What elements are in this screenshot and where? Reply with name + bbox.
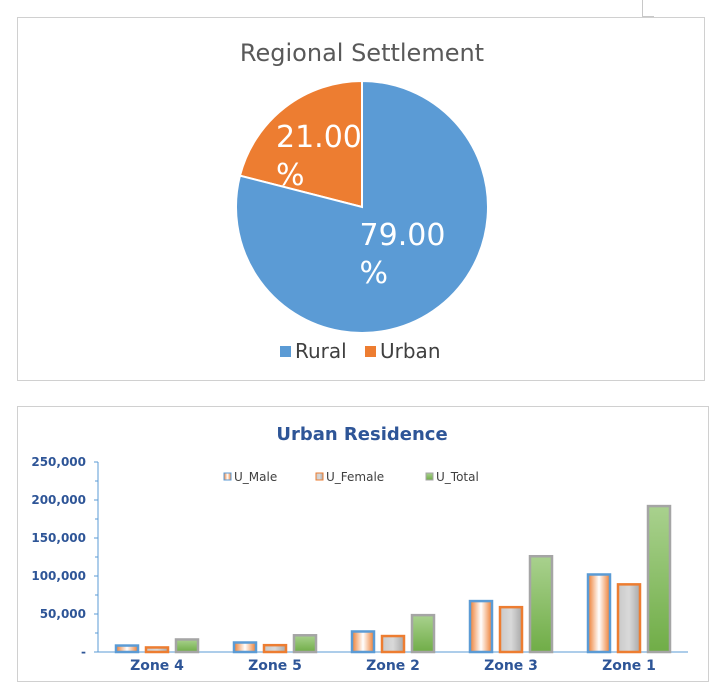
pie-slice-rural xyxy=(235,79,489,334)
legend-label-urban: Urban xyxy=(380,339,441,363)
bar-u-total-zone-5 xyxy=(292,634,318,654)
x-tick-label-zone-2: Zone 2 xyxy=(366,658,420,674)
bar-u-male-zone-3 xyxy=(468,599,494,654)
legend-swatch-rural xyxy=(280,346,291,357)
bar-u-total-zone-1 xyxy=(646,504,672,654)
pie-data-label-rural: 79.00% xyxy=(360,218,446,291)
bar-u-male-zone-5 xyxy=(232,641,258,654)
bar-u-female-zone-5 xyxy=(262,643,288,654)
legend-label-u-total: U_Total xyxy=(436,470,479,484)
bar-u-female-zone-3 xyxy=(498,605,524,654)
bar-u-female-zone-4 xyxy=(144,646,170,654)
legend-swatch-u-male xyxy=(223,472,232,481)
y-tick-label: 250,000 xyxy=(31,455,86,469)
bar-chart: Urban Residence - 50,000 100,000 150,000 200… xyxy=(31,424,688,674)
legend-label-rural: Rural xyxy=(295,339,347,363)
x-tick-label-zone-1: Zone 1 xyxy=(602,658,656,674)
y-tick-label: 150,000 xyxy=(31,531,86,545)
bar-u-male-zone-2 xyxy=(350,630,376,654)
page-corner-mark xyxy=(642,0,643,17)
x-tick-label-zone-5: Zone 5 xyxy=(248,658,302,674)
y-tick-label: 100,000 xyxy=(31,569,86,583)
bar-u-total-zone-4 xyxy=(174,638,200,654)
pie-chart-title: Regional Settlement xyxy=(240,39,484,67)
x-tick-label-zone-4: Zone 4 xyxy=(130,658,184,674)
bar-u-total-zone-2 xyxy=(410,613,436,654)
legend-swatch-urban xyxy=(365,346,376,357)
bar-chart-panel: Urban Residence - 50,000 100,000 150,000 200… xyxy=(17,406,709,682)
legend-swatch-u-female xyxy=(315,472,324,481)
bar-u-total-zone-3 xyxy=(528,554,554,654)
x-tick-label-zone-3: Zone 3 xyxy=(484,658,538,674)
legend-label-u-male: U_Male xyxy=(234,470,277,484)
pie-chart: Regional Settlement 21.00 % 79.00% Rural Ur… xyxy=(235,39,489,363)
bar-u-male-zone-4 xyxy=(114,644,140,654)
pie-data-label-urban: 21.00% xyxy=(276,120,362,193)
legend-label-u-female: U_Female xyxy=(326,470,384,484)
y-tick-label: 200,000 xyxy=(31,493,86,507)
page-corner-mark-h xyxy=(642,16,654,17)
pie-slice-urban xyxy=(238,79,363,209)
bar-u-male-zone-1 xyxy=(586,573,612,654)
y-tick-label: 50,000 xyxy=(40,607,86,621)
bar-u-female-zone-2 xyxy=(380,634,406,654)
pie-chart-panel: Regional Settlement 21.00% 79.00% Rural Ur… xyxy=(17,17,705,381)
legend-swatch-u-total xyxy=(425,472,434,481)
bar-chart-title: Urban Residence xyxy=(276,424,447,445)
y-tick-label: - xyxy=(81,645,86,659)
bar-u-female-zone-1 xyxy=(616,583,642,654)
